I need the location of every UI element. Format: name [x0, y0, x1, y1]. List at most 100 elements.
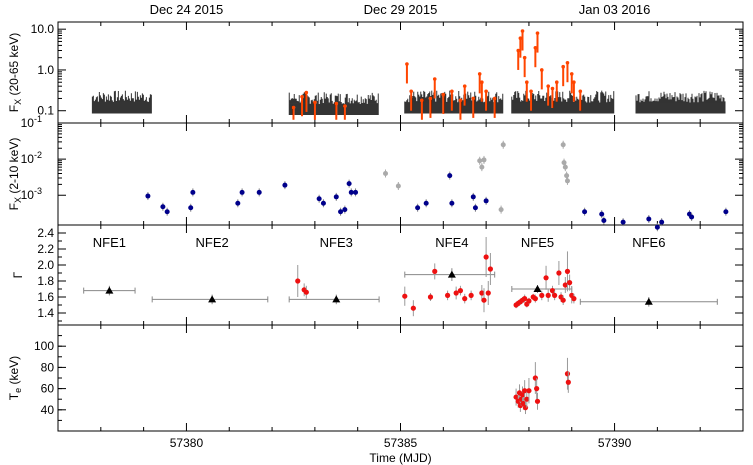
blue-point: [348, 189, 354, 195]
blue-point: [472, 205, 478, 211]
gamma-point: [410, 305, 416, 311]
blue-point: [582, 209, 588, 215]
gamma-point: [556, 270, 562, 276]
flare-point: [480, 80, 484, 85]
top-date-label: Dec 24 2015: [150, 2, 224, 17]
blue-point: [188, 205, 194, 211]
flare-point: [578, 89, 583, 94]
x-tick-label: 57380: [170, 436, 204, 450]
blue-point: [164, 209, 170, 215]
segment-label: NFE6: [632, 235, 665, 250]
blue-point: [620, 219, 626, 225]
blue-point: [239, 189, 245, 195]
flare-point: [565, 60, 570, 65]
flare-point: [477, 72, 482, 76]
y-tick-label: 2.2: [37, 242, 54, 256]
blue-point: [333, 194, 339, 200]
gamma-point: [402, 293, 408, 299]
blue-point: [415, 205, 421, 211]
x-tick-label: 57390: [598, 436, 632, 450]
gamma-point: [526, 298, 532, 304]
blue-point: [654, 224, 660, 230]
gamma-point: [545, 292, 551, 298]
segment-label: NFE1: [93, 235, 126, 250]
segment-triangle: [447, 270, 456, 278]
blue-point: [483, 198, 489, 204]
flare-point: [471, 96, 476, 101]
blue-point: [449, 200, 455, 206]
gamma-point: [481, 297, 487, 303]
grey-point: [479, 164, 485, 170]
segment-triangle: [105, 286, 114, 294]
blue-point: [282, 182, 288, 188]
gamma-point: [539, 292, 545, 298]
y-tick-label: 1.0: [37, 63, 54, 77]
gamma-point: [532, 296, 538, 302]
grey-point: [383, 170, 389, 176]
te-point: [519, 392, 526, 398]
top-date-label: Dec 29 2015: [364, 2, 438, 17]
y-axis-label: FX (2-10 keV): [7, 138, 23, 211]
segment-label: NFE3: [320, 235, 353, 250]
y-axis-label: Γ: [11, 271, 25, 278]
te-point: [526, 388, 532, 394]
gamma-point: [453, 290, 459, 296]
gamma-point: [562, 282, 568, 288]
te-point: [524, 396, 530, 402]
flare-point: [291, 105, 296, 110]
y-tick-label: 100: [34, 339, 54, 353]
segment-label: NFE2: [196, 235, 229, 250]
segment-triangle: [533, 285, 542, 292]
flare-point: [462, 84, 467, 88]
gamma-point: [549, 288, 556, 294]
gamma-point: [303, 289, 309, 295]
te-point: [534, 398, 541, 404]
flare-point: [535, 31, 540, 35]
grey-point: [395, 183, 401, 189]
blue-point: [346, 181, 352, 187]
gamma-point: [427, 294, 434, 300]
segment-triangle: [644, 297, 653, 305]
te-point: [534, 386, 540, 392]
flare-point: [550, 86, 555, 91]
segment-triangle: [208, 295, 217, 303]
baseline-segment: [288, 92, 379, 115]
flare-point: [334, 101, 339, 106]
blue-point: [320, 200, 326, 206]
flare-point: [569, 72, 574, 76]
te-point: [565, 379, 571, 385]
gamma-point: [468, 292, 474, 298]
y-tick-label: 60: [41, 382, 55, 396]
y-tick-label: 2.4: [37, 226, 54, 240]
y-tick-label: 10.0: [31, 22, 55, 36]
blue-point: [659, 219, 665, 225]
gamma-point: [479, 290, 485, 296]
grey-point: [498, 207, 504, 213]
flare-point: [441, 92, 446, 97]
gamma-point: [487, 266, 494, 272]
labels-layer: Dec 24 2015 Dec 29 2015 Jan 03 2016 0.1 1.0 1…: [7, 2, 665, 465]
flare-point: [533, 45, 538, 50]
gamma-point: [522, 296, 528, 302]
blue-point: [338, 209, 344, 215]
te-point: [513, 394, 519, 400]
te-point: [520, 400, 526, 407]
te-point: [532, 375, 538, 381]
gamma-point: [444, 292, 451, 298]
y-tick-label: 10-3: [21, 186, 42, 202]
panel-frames: [57, 21, 744, 432]
gamma-point: [543, 275, 549, 281]
panel-frame-4: [57, 324, 744, 432]
panel-frame-2: [57, 122, 744, 226]
blue-point: [723, 209, 729, 215]
blue-point: [689, 214, 695, 220]
y-tick-label: 2.0: [37, 258, 54, 272]
blue-point: [423, 200, 429, 206]
y-tick-label: 1.6: [37, 290, 54, 304]
flare-point: [529, 89, 533, 94]
y-tick-label: 10-2: [21, 150, 42, 166]
gamma-point: [552, 292, 558, 298]
te-point: [522, 405, 529, 411]
flare-point: [484, 89, 488, 94]
blue-point: [353, 189, 359, 195]
